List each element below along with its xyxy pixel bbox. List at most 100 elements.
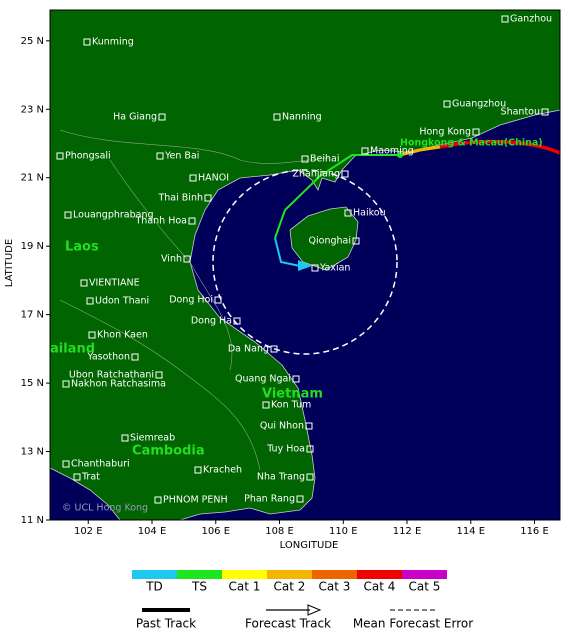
place-marker — [214, 296, 222, 304]
x-tick-label: 106 E — [201, 526, 230, 537]
track-legend-label: Past Track — [136, 617, 196, 631]
place-label: Da Nang — [228, 344, 269, 355]
place-label: Qui Nhon — [260, 421, 304, 432]
place-marker — [311, 264, 319, 272]
place-marker — [352, 237, 360, 245]
track-cat4 — [439, 139, 561, 155]
place-marker — [301, 155, 309, 163]
place-label: Qionghai — [309, 236, 351, 247]
place-label: Ubon Ratchathani — [69, 370, 154, 381]
x-axis-label: LONGITUDE — [280, 540, 339, 551]
place-label: Louangphrabang — [73, 210, 154, 221]
place-marker — [501, 15, 509, 23]
place-marker — [296, 495, 304, 503]
legend-label: TD — [145, 580, 163, 594]
legend-label: TS — [191, 580, 207, 594]
y-tick-label: 21 N — [21, 173, 44, 184]
place-marker — [443, 100, 451, 108]
place-marker — [361, 147, 369, 155]
forecast-error-circle — [212, 169, 398, 355]
place-marker — [305, 422, 313, 430]
place-marker — [83, 38, 91, 46]
place-label: Vinh — [161, 254, 182, 265]
place-label: Yasothon — [86, 352, 130, 363]
place-marker — [155, 371, 163, 379]
place-label: Guangzhou — [452, 99, 506, 110]
place-label: Dong Ha — [191, 316, 232, 327]
track-cat2 — [399, 145, 441, 157]
y-tick-label: 17 N — [21, 310, 44, 321]
place-marker — [131, 353, 139, 361]
x-tick-label: 116 E — [520, 526, 549, 537]
place-label: VIENTIANE — [89, 278, 140, 289]
region-label: Cambodia — [132, 444, 205, 459]
place-marker — [189, 174, 197, 182]
place-label: Beihai — [310, 154, 339, 165]
past-track-td — [274, 237, 301, 267]
place-label: Ha Giang — [113, 112, 157, 123]
place-label: Nha Trang — [257, 472, 305, 483]
y-tick-label: 13 N — [21, 447, 44, 458]
storm-label: Hongkong & Macau(China) — [400, 138, 543, 149]
place-marker — [88, 331, 96, 339]
x-tick-label: 114 E — [456, 526, 485, 537]
watermark: © UCL Hong Kong — [62, 503, 148, 514]
region-label: Laos — [65, 240, 99, 255]
place-label: Hong Kong — [419, 127, 471, 138]
map-frame — [49, 9, 561, 521]
place-marker — [156, 152, 164, 160]
place-marker — [541, 108, 549, 116]
place-marker — [341, 170, 349, 178]
place-marker — [86, 297, 94, 305]
place-label: Yen Bai — [164, 151, 199, 162]
place-marker — [183, 255, 191, 263]
place-label: Maoming — [370, 146, 414, 157]
place-label: Phan Rang — [244, 494, 295, 505]
place-label: PHNOM PENH — [163, 495, 228, 506]
forecast-arrow-sample — [307, 604, 322, 616]
place-marker — [194, 466, 202, 474]
region-label: ailand — [50, 342, 95, 357]
forecast-arrow — [298, 260, 312, 271]
place-label: Kunming — [92, 37, 134, 48]
past-track-ts — [274, 154, 400, 239]
place-label: Phongsali — [65, 151, 111, 162]
place-label: Haikou — [353, 208, 386, 219]
place-marker — [154, 496, 162, 504]
legend-swatch — [222, 570, 267, 579]
legend-label: Cat 4 — [364, 580, 396, 594]
y-axis-label: LATITUDE — [4, 239, 15, 287]
place-marker — [344, 209, 352, 217]
place-label: Zhanjiang — [292, 169, 340, 180]
storm-position — [397, 152, 403, 158]
x-tick-label: 108 E — [265, 526, 294, 537]
place-marker — [270, 345, 278, 353]
place-label: Tuy Hoa — [266, 444, 305, 455]
place-marker — [273, 113, 281, 121]
x-tick-label: 110 E — [329, 526, 358, 537]
place-label: Udon Thani — [95, 296, 149, 307]
y-tick-label: 15 N — [21, 378, 44, 389]
place-label: Khon Kaen — [97, 330, 148, 341]
place-label: Siemreab — [130, 433, 175, 444]
legend-swatch — [357, 570, 402, 579]
track-legend-label: Forecast Track — [245, 617, 331, 631]
place-label: Shantou — [501, 107, 540, 118]
legend-swatch — [402, 570, 447, 579]
place-marker — [204, 194, 212, 202]
legend-label: Cat 1 — [229, 580, 261, 594]
place-label: Chanthaburi — [71, 459, 130, 470]
place-marker — [306, 445, 314, 453]
legend-swatch — [177, 570, 222, 579]
y-tick-label: 25 N — [21, 36, 44, 47]
x-tick-label: 112 E — [393, 526, 422, 537]
place-label: Kon Tum — [271, 400, 311, 411]
place-label: Kracheh — [203, 465, 242, 476]
y-tick-label: 11 N — [21, 515, 44, 526]
place-marker — [56, 152, 64, 160]
legend-label: Cat 5 — [409, 580, 441, 594]
legend-swatch — [267, 570, 312, 579]
region-label: Vietnam — [262, 387, 323, 402]
legend-swatch — [132, 570, 177, 579]
